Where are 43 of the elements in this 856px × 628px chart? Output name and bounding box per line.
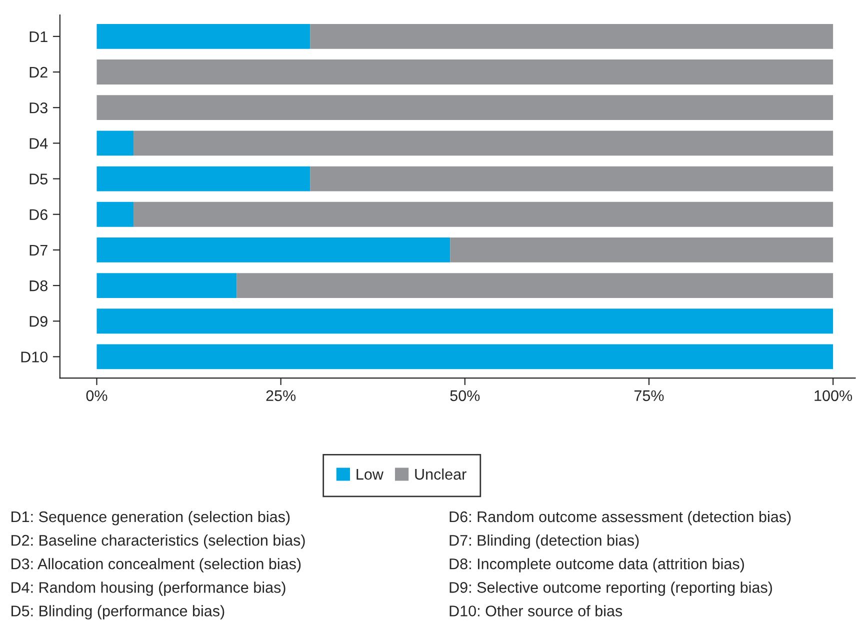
y-tick-label: D6: [30, 209, 48, 220]
x-tick-label: 25%: [266, 390, 296, 402]
text: D2: Baseline characteristics (selection bias): [12, 534, 305, 549]
text: D4: Random housing (performance bias): [12, 582, 286, 596]
text: D3: Allocation concealment (selection bias): [12, 558, 301, 572]
y-tick-label: D3: [30, 102, 48, 114]
bar: [236, 273, 834, 298]
text: D10: Other source of bias: [450, 605, 622, 616]
y-tick-label: D5: [30, 174, 48, 184]
bar: [134, 130, 834, 156]
y-tick-label: D10: [21, 352, 48, 362]
bar: [96, 308, 834, 334]
x-tick-label: 50%: [450, 390, 480, 402]
bar: [96, 344, 834, 370]
bar: [310, 166, 834, 192]
x-tick-label: 100%: [814, 390, 852, 402]
bar: [96, 60, 834, 84]
text: D1: Sequence generation (selection bias): [12, 510, 290, 526]
bar: [96, 273, 237, 298]
legend-label: Unclear: [415, 468, 466, 480]
y-tick-label: D9: [30, 316, 48, 327]
y-tick-label: D2: [30, 66, 48, 78]
legend-label: Low: [356, 469, 384, 480]
bar: [450, 237, 834, 262]
x-tick-label: 0%: [86, 390, 108, 402]
y-tick-label: D7: [30, 244, 48, 256]
text: D8: Incomplete outcome data (attrition bias): [450, 558, 744, 572]
bar: [96, 95, 834, 120]
y-tick-label: D1: [30, 31, 48, 42]
text: D9: Selective outcome reporting (reporting bias): [450, 582, 772, 596]
bar: [96, 202, 134, 227]
bar: [96, 166, 310, 192]
bar: [96, 24, 310, 49]
bar: [96, 237, 450, 262]
y-tick-label: D8: [30, 280, 48, 292]
x-tick-label: 75%: [634, 390, 664, 402]
bar: [134, 202, 834, 227]
bar: [310, 24, 834, 49]
text: D7: Blinding (detection bias): [450, 534, 639, 549]
y-tick-label: D4: [30, 138, 48, 149]
bar: [96, 130, 134, 156]
text: D6: Random outcome assessment (detection bias): [450, 510, 791, 526]
text: D5: Blinding (performance bias): [12, 605, 224, 620]
